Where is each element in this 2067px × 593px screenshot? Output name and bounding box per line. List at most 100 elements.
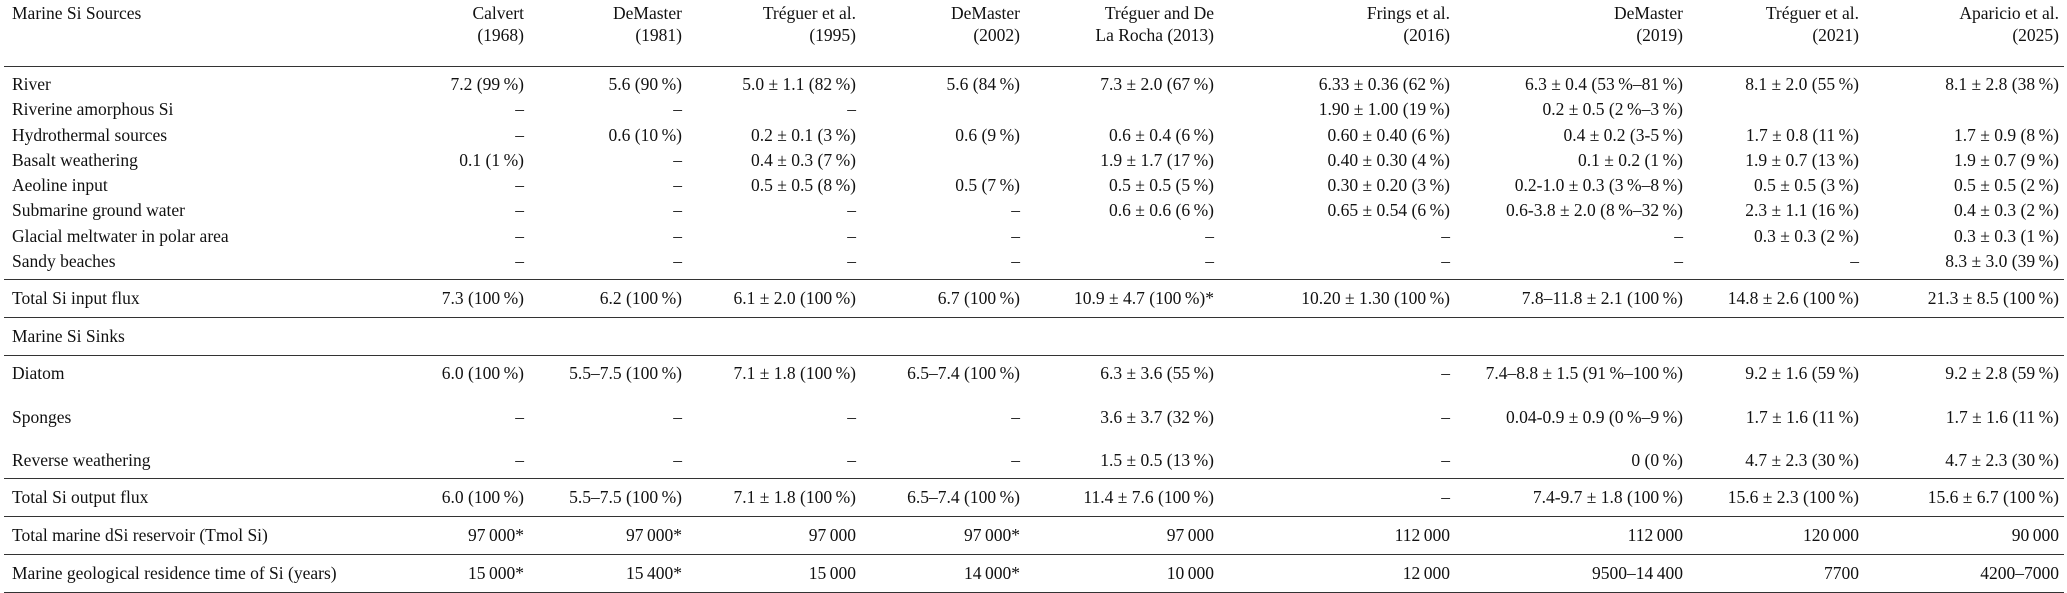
table-row: Glacial meltwater in polar area – – – – – – – 0.… [4,224,2064,249]
table-cell: 0.1 (1 %) [459,149,524,170]
table-cell: 7.1 ± 1.8 (100 %) [733,487,856,508]
table-cell: 7.8–11.8 ± 2.1 (100 %) [1521,288,1683,309]
table-cell: – [847,449,856,470]
header-line: (1981) [635,25,682,45]
table-cell: 0.5 ± 0.5 (8 %) [751,175,856,196]
table-cell: 0.60 ± 0.40 (6 %) [1327,124,1450,145]
table-cell: – [1011,449,1020,470]
header-cell: Calvert (1968) [424,0,529,67]
table-cell: – [515,251,524,272]
header-cell: DeMaster (2002) [861,0,1025,67]
table-cell: 6.5–7.4 (100 %) [907,363,1020,384]
table-cell: 0.5 ± 0.5 (2 %) [1954,175,2059,196]
table-cell: 10.9 ± 4.7 (100 %)* [1074,288,1214,309]
header-line: (2019) [1636,25,1683,45]
table-cell: – [673,225,682,246]
table-cell: 21.3 ± 8.5 (100 %) [1927,288,2059,309]
table-row: Basalt weathering 0.1 (1 %) – 0.4 ± 0.3 (7 … [4,148,2064,173]
table-cell: 1.90 ± 1.00 (19 %) [1318,99,1450,120]
table-cell: 1.7 ± 1.6 (11 %) [1945,406,2059,427]
table-cell: – [1850,251,1859,272]
header-line: Tréguer et al. [762,3,856,23]
header-cell: Frings et al. (2016) [1219,0,1455,67]
table-cell: 1.9 ± 1.7 (17 %) [1100,149,1214,170]
table-cell: 97 000 [1166,525,1214,546]
table-cell: 6.5–7.4 (100 %) [907,487,1020,508]
table-cell: 0.5 ± 0.5 (3 %) [1754,175,1859,196]
table-cell: 0.04-0.9 ± 0.9 (0 %–9 %) [1506,406,1683,427]
table-cell: 1.7 ± 1.6 (11 %) [1745,406,1859,427]
table-cell: – [847,99,856,120]
row-label: Sandy beaches [12,251,116,272]
table-cell: – [515,99,524,120]
table-cell: 4.7 ± 2.3 (30 %) [1745,449,1859,470]
table-cell: 0.2 ± 0.5 (2 %–3 %) [1542,99,1683,120]
table-cell: 0.5 ± 0.5 (5 %) [1109,175,1214,196]
table-cell: 6.2 (100 %) [599,288,682,309]
table-cell: 7.3 (100 %) [441,288,524,309]
table-cell: 4200–7000 [1980,563,2059,584]
table-cell: – [1441,251,1450,272]
row-group: Total marine dSi reservoir (Tmol Si) 97 0… [4,517,2064,555]
table-cell: – [673,149,682,170]
table-cell: 0.6 ± 0.6 (6 %) [1109,200,1214,221]
table-cell: 112 000 [1394,525,1450,546]
table-cell: 5.6 (90 %) [608,74,683,94]
header-cell: DeMaster (2019) [1455,0,1688,67]
header-cell: Tréguer et al. (2021) [1688,0,1864,67]
row-group: Marine geological residence time of Si (… [4,555,2064,593]
table-cell: 8.3 ± 3.0 (39 %) [1945,251,2059,272]
header-row: Marine Si Sources Calvert (1968) DeMaster (1… [4,0,2064,67]
table-cell: 7700 [1824,563,1859,584]
table-row: Total Si input flux 7.3 (100 %) 6.2 (100 %… [4,280,2064,318]
table-cell: – [673,251,682,272]
table-cell: – [847,251,856,272]
table-cell: 5.0 ± 1.1 (82 %) [742,74,856,94]
table-cell: 7.4-9.7 ± 1.8 (100 %) [1532,487,1683,508]
table-cell: 5.5–7.5 (100 %) [569,487,682,508]
table-cell: 0.4 ± 0.3 (2 %) [1954,200,2059,221]
table-cell: 1.7 ± 0.8 (11 %) [1745,124,1859,145]
table-cell: – [673,200,682,221]
table-cell: 11.4 ± 7.6 (100 %) [1083,487,1214,508]
table-cell: 12 000 [1402,563,1450,584]
row-group: River 7.2 (99 %) 5.6 (90 %) 5.0 ± 1.1 (82 %… [4,67,2064,280]
table-cell: 97 000* [963,525,1020,546]
table-cell: 0.65 ± 0.54 (6 %) [1327,200,1450,221]
table-cell: – [673,406,682,427]
row-label: Glacial meltwater in polar area [12,225,229,246]
table-row: Diatom 6.0 (100 %) 5.5–7.5 (100 %) 7.1 ± 1.… [4,356,2064,396]
table-cell: – [515,449,524,470]
table-cell: – [847,225,856,246]
table-cell: 0.6 ± 0.4 (6 %) [1109,124,1214,145]
table-cell: – [1205,225,1214,246]
table-row: Marine geological residence time of Si (… [4,555,2064,593]
row-label: Basalt weathering [12,149,138,170]
table-cell: 0.1 ± 0.2 (1 %) [1578,149,1683,170]
table-cell: 4.7 ± 2.3 (30 %) [1945,449,2059,470]
header-line: DeMaster [950,3,1020,23]
table-cell: 15.6 ± 2.3 (100 %) [1727,487,1859,508]
table-cell: – [673,449,682,470]
row-label: Reverse weathering [12,449,151,470]
table-cell: – [1441,487,1450,508]
table-cell: – [1205,251,1214,272]
table-cell: 0.2-1.0 ± 0.3 (3 %–8 %) [1514,175,1683,196]
table-cell: 2.3 ± 1.1 (16 %) [1745,200,1859,221]
header-line: Tréguer et al. [1765,3,1859,23]
table-cell: 0 (0 %) [1631,449,1683,470]
header-cell: Tréguer and De La Rocha (2013) [1025,0,1219,67]
table-row: Submarine ground water – – – – 0.6 ± 0.6 (6 %… [4,198,2064,223]
page: Marine Si Sources Calvert (1968) DeMaster (1… [4,0,2064,593]
header-line: Frings et al. [1366,3,1450,23]
table-cell: 5.6 (84 %) [946,74,1021,94]
header-cell: DeMaster (1981) [529,0,687,67]
table-cell: 6.3 ± 0.4 (53 %–81 %) [1524,74,1683,94]
header-line: (1968) [477,25,524,45]
table-row: Aeoline input – – 0.5 ± 0.5 (8 %) 0.5 (7 %) 0… [4,173,2064,198]
table-cell: 90 000 [2011,525,2059,546]
table-cell: 7.4–8.8 ± 1.5 (91 %–100 %) [1485,363,1683,384]
table-cell: – [515,406,524,427]
table-cell: 8.1 ± 2.0 (55 %) [1745,74,1859,94]
table-cell: 6.0 (100 %) [441,363,524,384]
